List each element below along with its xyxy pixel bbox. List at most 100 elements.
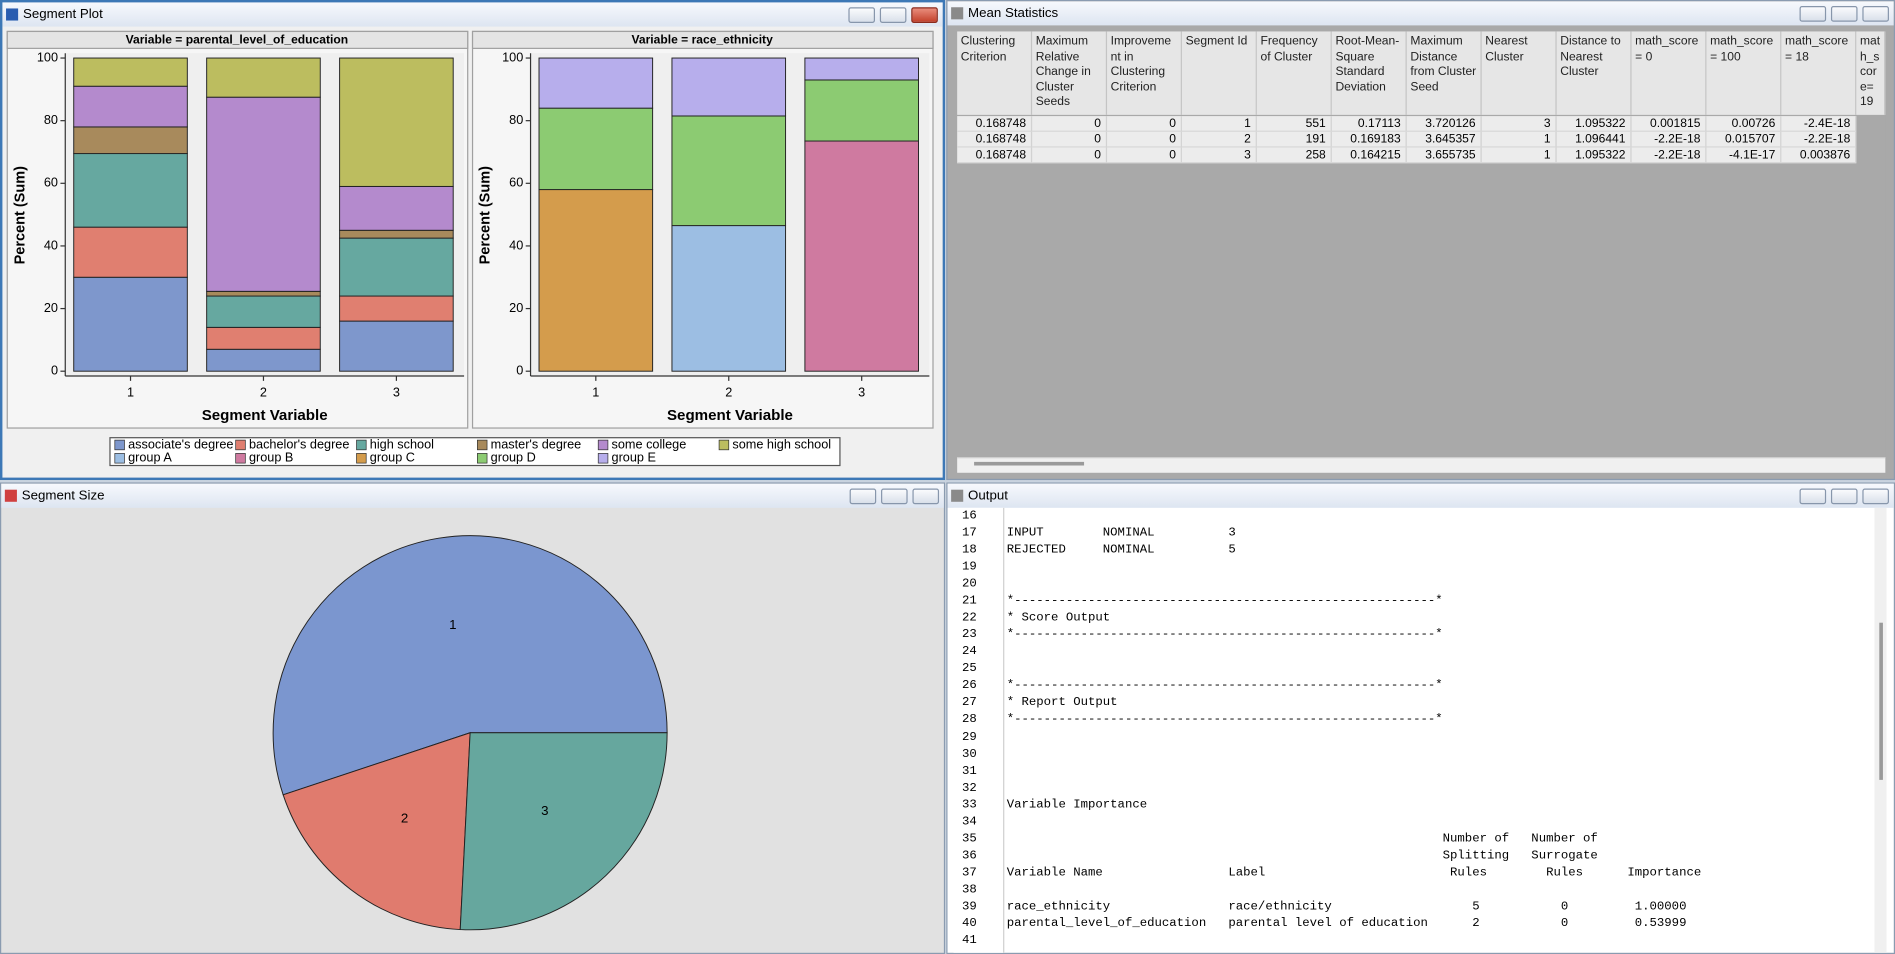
scroll-thumb[interactable]: [974, 461, 1085, 466]
table-cell: 3.655735: [1406, 147, 1482, 164]
window-icon: [4, 489, 17, 502]
column-header: math_score= 0: [1631, 31, 1707, 115]
line-number: 39: [962, 900, 977, 914]
line-number: 27: [962, 696, 977, 711]
window: Output: [946, 482, 1895, 954]
table-cell: 1.095322: [1556, 147, 1632, 164]
line-number: 16: [962, 510, 977, 524]
column-header: Root-Mean-Square Standard Deviation: [1331, 31, 1407, 115]
minimize-button[interactable]: [848, 7, 875, 23]
minimize-button[interactable]: [1799, 488, 1827, 505]
line-gutter: [953, 507, 1005, 953]
line-number: 24: [962, 646, 977, 660]
scroll-thumb[interactable]: [1879, 622, 1883, 780]
table-cell: 1.096441: [1556, 131, 1632, 148]
output-line: Splitting Surrogate: [1006, 849, 1598, 864]
close-button[interactable]: [911, 7, 938, 23]
table-cell: 0.015707: [1706, 131, 1782, 148]
table-cell: 0.168748: [957, 116, 1033, 132]
line-number: 37: [962, 866, 977, 881]
column-header: Maximum Distance from Cluster Seed: [1406, 31, 1482, 115]
minimize-button[interactable]: [849, 488, 877, 505]
table-cell: 0.168748: [957, 147, 1033, 164]
table-cell: 0: [1032, 147, 1108, 164]
window: Segment Size: [0, 482, 946, 954]
table-cell: 0.001815: [1631, 116, 1707, 132]
output-line: *---------------------------------------…: [1006, 595, 1443, 609]
table-cell: -2.2E-18: [1781, 131, 1857, 148]
close-button[interactable]: [912, 488, 940, 505]
output-line: Variable Importance: [1006, 798, 1148, 813]
table-cell: 3: [1481, 116, 1557, 132]
window-icon: [951, 7, 964, 20]
horizontal-scrollbar: [957, 457, 1886, 473]
line-number: 33: [962, 798, 977, 813]
maximize-button[interactable]: [881, 488, 908, 505]
column-header: Segment Id: [1181, 31, 1257, 115]
table-cell: 0: [1032, 131, 1108, 148]
table-cell: 1: [1181, 116, 1257, 132]
table-cell: -4.1E-17: [1706, 147, 1782, 164]
table-cell: -2.2E-18: [1631, 131, 1707, 148]
table-cell: 2: [1181, 131, 1257, 148]
window: Segment Plot: [0, 0, 946, 481]
output-line: *---------------------------------------…: [1006, 680, 1443, 694]
line-number: 34: [962, 815, 977, 830]
table-cell: 551: [1256, 116, 1332, 132]
column-header: math_score= 19: [1856, 31, 1886, 115]
window-title: Segment Size: [21, 488, 105, 503]
output-line: *---------------------------------------…: [1006, 629, 1443, 643]
table-cell: 3.720126: [1406, 116, 1482, 132]
title-bar: Output: [947, 483, 1894, 508]
table-cell: 0: [1107, 131, 1182, 148]
table-cell: 258: [1256, 147, 1332, 164]
maximize-button[interactable]: [1830, 488, 1858, 505]
maximize-button[interactable]: [879, 7, 907, 23]
table-cell: 0.169183: [1331, 131, 1407, 148]
table-cell: -2.2E-18: [1631, 147, 1707, 164]
table-cell: 0.168748: [957, 131, 1033, 148]
table-cell: 0: [1032, 116, 1108, 132]
window-icon: [6, 8, 19, 21]
line-number: 28: [962, 713, 977, 728]
line-number: 32: [962, 781, 977, 796]
table-cell: -2.4E-18: [1781, 116, 1857, 132]
line-number: 40: [962, 917, 977, 931]
window-title: Output: [968, 488, 1008, 503]
minimize-button[interactable]: [1799, 6, 1827, 22]
output-line: Number of Number of: [1006, 832, 1598, 847]
table-cell: 1: [1481, 131, 1557, 148]
table-cell: 3.645357: [1406, 131, 1482, 148]
maximize-button[interactable]: [1830, 6, 1858, 22]
output-line: INPUT NOMINAL 3: [1006, 527, 1236, 541]
window-title: Mean Statistics: [968, 6, 1059, 21]
line-number: 36: [962, 849, 977, 864]
title-bar: Segment Size: [1, 483, 944, 508]
line-number: 30: [962, 747, 977, 762]
output-line: *---------------------------------------…: [1006, 713, 1443, 728]
table-cell: 3: [1181, 147, 1257, 164]
output-line: Variable Name Label Rules Rules Importan…: [1006, 866, 1702, 881]
line-number: 38: [962, 883, 977, 898]
column-header: Maximum Relative Change in Cluster Seeds: [1032, 31, 1108, 115]
title-bar: Segment Plot: [2, 2, 943, 27]
title-bar: Mean Statistics: [947, 1, 1894, 26]
line-number: 22: [962, 612, 977, 626]
column-header: math_score= 18: [1781, 31, 1857, 115]
table-cell: 0: [1107, 147, 1182, 164]
close-button[interactable]: [1862, 6, 1889, 22]
output-line: race_ethnicity race/ethnicity 5 0 1.0000…: [1006, 900, 1687, 914]
column-header: Frequency of Cluster: [1256, 31, 1332, 115]
window-icon: [951, 489, 964, 502]
line-number: 26: [962, 680, 977, 694]
line-number: 21: [962, 595, 977, 609]
column-header: Improvement in Clustering Criterion: [1107, 31, 1182, 115]
close-button[interactable]: [1862, 488, 1889, 505]
column-header: math_score= 100: [1706, 31, 1782, 115]
line-number: 41: [962, 934, 977, 948]
column-header: Distance to Nearest Cluster: [1556, 31, 1632, 115]
line-number: 19: [962, 561, 977, 575]
table-cell: 0.164215: [1331, 147, 1407, 164]
